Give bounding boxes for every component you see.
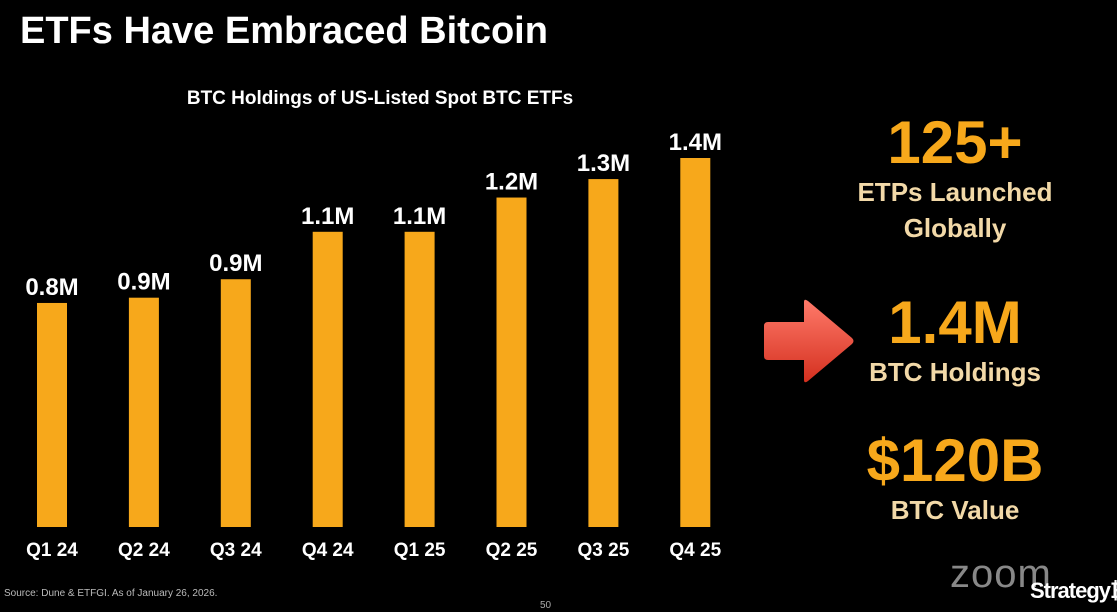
data-label: 0.8M <box>25 274 78 301</box>
chart-title: BTC Holdings of US-Listed Spot BTC ETFs <box>186 88 574 109</box>
stat-label: BTC Holdings <box>869 357 1041 387</box>
x-tick-label: Q1 25 <box>394 540 446 561</box>
bar <box>37 302 67 527</box>
x-tick-label: Q4 24 <box>302 540 354 561</box>
data-label: 1.2M <box>485 169 538 196</box>
data-label: 0.9M <box>209 250 262 277</box>
bar <box>588 179 619 528</box>
bar <box>128 297 159 527</box>
bar <box>220 279 251 527</box>
stat-value: 125+ <box>887 109 1023 176</box>
stat-label: BTC Value <box>890 495 1020 525</box>
stat-label: ETPs Launched <box>857 177 1053 207</box>
stat-btc-holdings: 1.4M BTC Holdings <box>820 292 1090 390</box>
source-note: Source: Dune & ETFGI. As of January 26, … <box>4 588 218 599</box>
stat-value: 1.4M <box>888 289 1022 356</box>
data-label: 0.9M <box>117 269 170 296</box>
x-tick-label: Q3 24 <box>210 540 262 561</box>
bar <box>312 231 343 528</box>
x-tick-label: Q1 24 <box>26 540 78 561</box>
stat-etps: 125+ ETPs Launched Globally <box>820 112 1090 246</box>
stat-btc-value: $120B BTC Value <box>820 430 1090 528</box>
stat-value: $120B <box>866 427 1044 494</box>
arrow-right-icon <box>764 299 854 383</box>
bar <box>404 231 435 528</box>
bar <box>680 158 711 527</box>
x-tick-label: Q3 25 <box>578 540 630 561</box>
zoom-watermark: zoom <box>950 552 1052 596</box>
stat-label: Globally <box>903 213 1007 243</box>
bar <box>496 197 527 528</box>
x-tick-label: Q2 24 <box>118 540 170 561</box>
x-tick-label: Q2 25 <box>486 540 538 561</box>
data-label: 1.3M <box>577 150 630 177</box>
data-label: 1.1M <box>393 203 446 230</box>
page-number: 50 <box>540 600 552 611</box>
data-label: 1.1M <box>301 203 354 230</box>
data-label: 1.4M <box>669 129 722 156</box>
strategy-logo: Strategy₿ <box>1030 578 1117 603</box>
slide-title: ETFs Have Embraced Bitcoin <box>20 10 548 52</box>
x-tick-label: Q4 25 <box>669 540 721 561</box>
bar-chart: 0.8M Q1 24 0.9M Q2 24 0.9M Q3 24 1.1M Q4 24 1.1M… <box>25 129 722 561</box>
